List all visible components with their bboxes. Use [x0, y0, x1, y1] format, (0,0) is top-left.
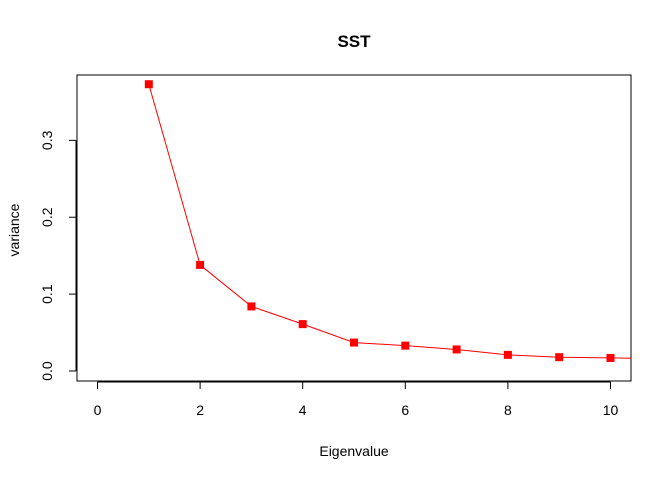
y-tick-label: 0.1 [39, 284, 55, 304]
series-layer [144, 80, 666, 363]
data-point [555, 353, 564, 362]
x-tick-label: 8 [504, 402, 512, 418]
data-point [658, 355, 666, 363]
data-point [503, 350, 512, 359]
series-line [148, 84, 631, 359]
x-tick-label: 4 [299, 402, 307, 418]
data-point [298, 320, 307, 329]
chart-title: SST [337, 32, 371, 51]
y-tick-label: 0.2 [39, 207, 55, 227]
x-axis: 0 2 4 6 8 10 [94, 381, 619, 418]
data-point [606, 353, 615, 362]
y-tick-label: 0.0 [39, 361, 55, 381]
x-tick-label: 2 [196, 402, 204, 418]
data-point [401, 341, 410, 350]
x-axis-title: Eigenvalue [319, 443, 388, 459]
data-point [144, 80, 153, 89]
x-tick-label: 0 [94, 402, 102, 418]
y-axis-title: variance [6, 203, 22, 256]
x-tick-label: 6 [401, 402, 409, 418]
y-axis: 0.0 0.1 0.2 0.3 [39, 130, 77, 381]
x-tick-label: 10 [603, 402, 619, 418]
data-point [350, 338, 358, 347]
y-tick-label: 0.3 [39, 130, 55, 150]
data-point [247, 302, 256, 311]
data-point [196, 260, 205, 269]
data-point [452, 345, 461, 354]
plot-frame [76, 74, 632, 382]
